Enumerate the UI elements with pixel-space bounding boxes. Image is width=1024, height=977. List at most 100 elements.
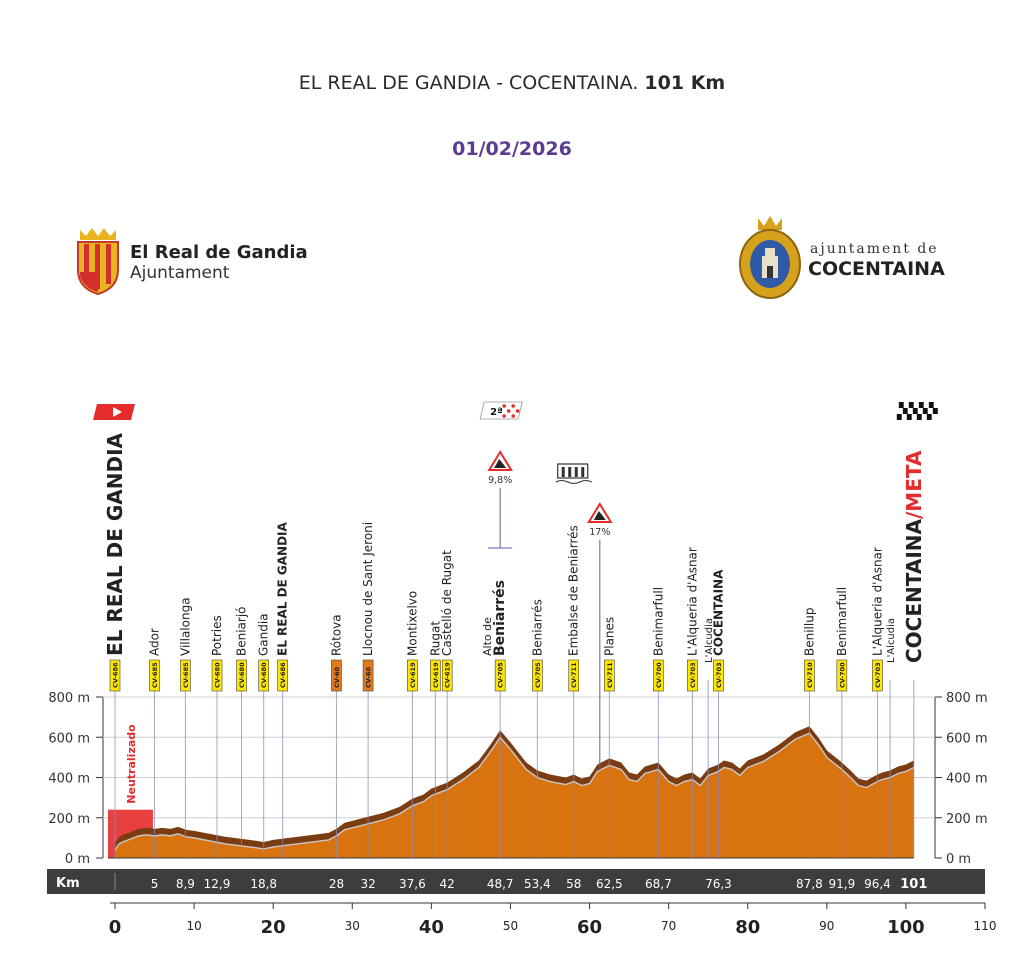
point-label: EL REAL DE GANDIA (103, 432, 127, 656)
checker-cell (926, 414, 932, 420)
cocentaina-shield-icon (739, 216, 801, 299)
profile-line (114, 732, 915, 851)
polka-dot (511, 404, 515, 408)
climb-mountain-icon (494, 459, 507, 468)
road-tag-label: CV-703 (715, 662, 723, 688)
km-band-value: 101 (900, 877, 927, 892)
road-tag: CV-700 (653, 659, 664, 692)
point-label: Beniarjó (235, 606, 249, 656)
polka-dot (502, 404, 506, 408)
road-tag: CV-705 (532, 659, 543, 692)
road-tag-label: CV-685 (182, 662, 190, 688)
point-name: L'Alqueria d'Asnar (870, 547, 884, 656)
km-band-value: 96,4 (864, 877, 891, 891)
point-name: Planes (602, 617, 616, 656)
road-tag-box (109, 659, 121, 692)
checker-cell (927, 408, 933, 414)
road-tag-box (362, 659, 374, 692)
y-tick-label-right: 400 m (946, 772, 988, 787)
dam-wall (557, 463, 589, 479)
checker-cell (917, 408, 923, 414)
point-label: Villalonga (178, 597, 192, 656)
road-tag: CV-685 (149, 659, 160, 692)
checker-cell (911, 414, 917, 420)
point-name-main: COCENTAINA (902, 518, 926, 663)
road-tag: CV-703 (872, 659, 883, 692)
road-tag: CV-680 (211, 659, 223, 692)
left-logo-sub: Ajuntament (130, 263, 230, 283)
cocentaina-logo: ajuntament de COCENTAINA (736, 214, 976, 306)
road-tag: CV-619 (430, 659, 441, 692)
point-name: Embalse de Beniarrés (567, 525, 581, 656)
x-tick-label: 30 (345, 919, 360, 933)
road-tag: CV-619 (441, 659, 453, 692)
road-tag-label: CV-710 (806, 662, 814, 688)
road-tag-label: CV-60 (365, 666, 373, 688)
point-label: Ador (148, 628, 162, 656)
road-tag-label: CV-711 (570, 662, 578, 688)
checker-cell (931, 414, 937, 420)
climb-mountain-icon (593, 511, 606, 520)
road-tag-box (236, 659, 247, 692)
finish-flag-icon (896, 402, 939, 420)
checker-cell (921, 414, 927, 420)
point-name: COCENTAINA (711, 569, 725, 656)
road-tag-label: CV-711 (606, 662, 614, 688)
road-tag-box (277, 659, 288, 692)
x-tick-label: 20 (261, 917, 286, 938)
stage-profile-chart: 0 m 0 m 200 m 200 m 400 m 400 m 600 m 600 m 800 … (47, 401, 996, 938)
road-tag: CV-705 (494, 659, 506, 692)
point-name-main: Villalonga (178, 597, 192, 656)
checker-cell (902, 408, 908, 414)
point-name-main: EL REAL DE GANDIA (103, 432, 127, 656)
profile-area (115, 733, 914, 858)
title-distance: 101 Km (644, 72, 726, 94)
point-name-main: COCENTAINA (711, 569, 725, 656)
point-name-main: Benillup (802, 608, 816, 656)
km-band-value: 18,8 (250, 877, 277, 891)
race-date: 01/02/2026 (452, 138, 572, 160)
point-label: Llocnou de Sant Jeroni (361, 522, 375, 656)
point-name-main: Potries (210, 615, 224, 656)
x-tick-label: 80 (735, 917, 760, 938)
x-tick-label: 60 (577, 917, 602, 938)
km-band-value: 76,3 (705, 877, 732, 891)
checker-cell (913, 402, 919, 408)
point-name-main: Rugat (428, 621, 442, 656)
y-tick-label-left: 600 m (48, 731, 90, 746)
road-tag-box (407, 659, 418, 692)
road-tag-box (258, 659, 269, 692)
checker-cell (918, 402, 924, 408)
km-band-value: 48,7 (487, 877, 514, 891)
road-tag: CV-619 (407, 659, 418, 692)
point-label: Potries (210, 615, 224, 656)
y-tick-label-left: 200 m (48, 812, 90, 827)
road-tag-label: CV-619 (432, 662, 440, 688)
dam-pillar (574, 467, 578, 477)
left-logo-name: El Real de Gandia (130, 242, 308, 263)
km-band-value: 68,7 (645, 877, 672, 891)
point-name: Benillup (802, 608, 816, 656)
km-band-value: 32 (360, 877, 375, 891)
checker-cell (922, 408, 928, 414)
point-name-main: L'Alcudia (704, 618, 715, 663)
point-label: L'Alcudia (886, 618, 897, 663)
km-band-value: 12,9 (204, 877, 231, 891)
road-tag: CV-60 (362, 659, 374, 692)
road-tag-box (532, 659, 543, 692)
point-label: Planes (602, 617, 616, 656)
road-tag-label: CV-703 (689, 662, 697, 688)
el-real-de-gandia-logo: El Real de Gandia Ajuntament (72, 226, 332, 296)
road-tag-box (872, 659, 883, 692)
road-tag-box (430, 659, 441, 692)
x-tick-label: 50 (503, 919, 518, 933)
checker-cell (898, 402, 904, 408)
point-name: Gandia (257, 613, 271, 656)
road-tag-box (836, 659, 848, 692)
point-name: L'Alcudia (704, 618, 715, 663)
point-name-main: Rótova (329, 614, 343, 656)
road-tag-box (211, 659, 223, 692)
road-tag: CV-680 (236, 659, 247, 692)
y-tick-label-left: 400 m (48, 772, 90, 787)
road-tag-box (149, 659, 160, 692)
